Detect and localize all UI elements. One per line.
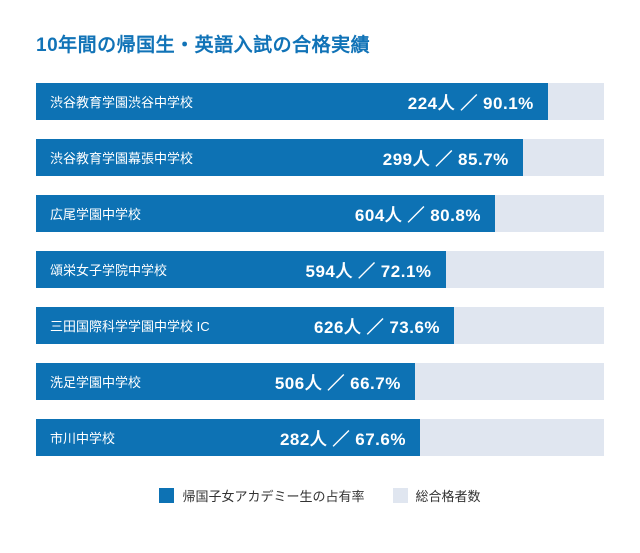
stat-label: 506人 ／ 66.7% — [274, 374, 401, 393]
bar-track: 渋谷教育学園幕張中学校 299人 ／ 85.7% — [36, 139, 604, 176]
school-label: 洗足学園中学校 — [50, 375, 142, 390]
school-label: 渋谷教育学園幕張中学校 — [50, 151, 194, 166]
bar-row: 渋谷教育学園幕張中学校 299人 ／ 85.7% — [36, 139, 604, 176]
legend-swatch-blue-icon — [159, 488, 175, 503]
chart-title: 10年間の帰国生・英語入試の合格実績 — [36, 35, 371, 56]
stat-label: 282人 ／ 67.6% — [279, 430, 406, 449]
bar-track: 市川中学校 282人 ／ 67.6% — [36, 419, 604, 456]
bar-row: 洗足学園中学校 506人 ／ 66.7% — [36, 363, 604, 400]
stat-label: 224人 ／ 90.1% — [407, 94, 534, 113]
bar-track: 渋谷教育学園渋谷中学校 224人 ／ 90.1% — [36, 83, 604, 120]
stat-label: 594人 ／ 72.1% — [305, 262, 432, 281]
bar-track: 頌栄女子学院中学校 594人 ／ 72.1% — [36, 251, 604, 288]
school-label: 渋谷教育学園渋谷中学校 — [50, 95, 194, 110]
stat-label: 299人 ／ 85.7% — [382, 150, 509, 169]
legend: 帰国子女アカデミー生の占有率 総合格者数 — [36, 486, 604, 505]
legend-swatch-light-icon — [392, 488, 408, 503]
bar-fill: 広尾学園中学校 604人 ／ 80.8% — [36, 195, 495, 232]
bar-track: 広尾学園中学校 604人 ／ 80.8% — [36, 195, 604, 232]
legend-item-occupancy: 帰国子女アカデミー生の占有率 — [159, 486, 365, 505]
chart-container: 10年間の帰国生・英語入試の合格実績 渋谷教育学園渋谷中学校 224人 ／ 90… — [36, 35, 604, 505]
school-label: 市川中学校 — [50, 431, 116, 446]
bar-track: 洗足学園中学校 506人 ／ 66.7% — [36, 363, 604, 400]
bar-fill: 渋谷教育学園渋谷中学校 224人 ／ 90.1% — [36, 83, 548, 120]
bar-track: 三田国際科学学園中学校 IC 626人 ／ 73.6% — [36, 307, 604, 344]
school-label: 頌栄女子学院中学校 — [50, 263, 168, 278]
bar-fill: 市川中学校 282人 ／ 67.6% — [36, 419, 420, 456]
bar-row: 三田国際科学学園中学校 IC 626人 ／ 73.6% — [36, 307, 604, 344]
bar-row: 渋谷教育学園渋谷中学校 224人 ／ 90.1% — [36, 83, 604, 120]
bar-fill: 三田国際科学学園中学校 IC 626人 ／ 73.6% — [36, 307, 455, 344]
school-label: 三田国際科学学園中学校 IC — [50, 319, 210, 334]
bar-row: 頌栄女子学院中学校 594人 ／ 72.1% — [36, 251, 604, 288]
bar-fill: 洗足学園中学校 506人 ／ 66.7% — [36, 363, 415, 400]
bar-row: 市川中学校 282人 ／ 67.6% — [36, 419, 604, 456]
legend-occupancy-label: 帰国子女アカデミー生の占有率 — [182, 489, 365, 504]
legend-item-total: 総合格者数 — [392, 486, 481, 505]
school-label: 広尾学園中学校 — [50, 207, 142, 222]
bar-fill: 渋谷教育学園幕張中学校 299人 ／ 85.7% — [36, 139, 523, 176]
stat-label: 626人 ／ 73.6% — [314, 318, 441, 337]
bar-row: 広尾学園中学校 604人 ／ 80.8% — [36, 195, 604, 232]
legend-total-label: 総合格者数 — [415, 489, 481, 504]
bar-fill: 頌栄女子学院中学校 594人 ／ 72.1% — [36, 251, 446, 288]
stat-label: 604人 ／ 80.8% — [354, 206, 481, 225]
